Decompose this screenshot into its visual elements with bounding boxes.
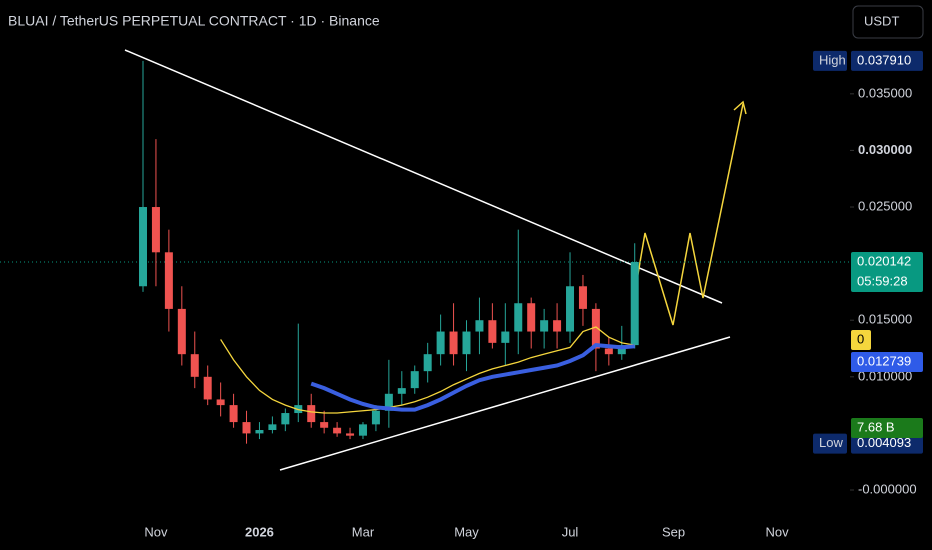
candle-body <box>566 286 575 332</box>
candle-body <box>604 348 613 355</box>
y-tick-label: 0.030000 <box>858 142 912 157</box>
y-tick-label: 0.025000 <box>858 198 912 213</box>
candle-body <box>371 410 380 425</box>
x-tick-label: May <box>454 524 479 539</box>
price-tag-box <box>851 50 923 71</box>
price-tag-label: 0.004093 <box>857 435 911 450</box>
candle-body <box>578 286 587 309</box>
candle-body <box>410 371 419 389</box>
candle-body <box>216 399 225 406</box>
price-tag-box <box>851 433 923 454</box>
candle-body <box>229 405 238 423</box>
support-line <box>279 336 731 471</box>
tag-name-box <box>813 433 847 454</box>
candle-body <box>151 207 160 253</box>
candle-body <box>333 427 342 434</box>
candle-body <box>346 433 355 436</box>
candle-body <box>449 331 458 355</box>
candle-body <box>630 262 639 346</box>
currency-button[interactable] <box>852 5 924 39</box>
price-tag-box <box>851 352 923 372</box>
tag-name-box <box>813 50 847 71</box>
currency-label[interactable]: USDT <box>864 13 899 28</box>
price-tag-label: 0.012739 <box>857 353 911 368</box>
projection-arrow <box>733 100 747 115</box>
y-tick-label: 0.015000 <box>858 312 912 327</box>
tag-name: High <box>819 52 846 67</box>
price-tag-box <box>851 418 923 438</box>
candle-body <box>384 393 393 411</box>
x-tick-label: 2026 <box>245 524 274 539</box>
candle-body <box>540 320 549 332</box>
candle-body <box>617 345 626 355</box>
y-tick-label: 0.010000 <box>858 368 912 383</box>
candle-body <box>591 308 600 349</box>
x-tick-label: Jul <box>562 524 579 539</box>
candle-body <box>320 422 329 428</box>
candle-body <box>514 303 523 332</box>
tag-name: Low <box>819 435 843 450</box>
candle-body <box>307 405 316 423</box>
price-tag-label: 0 <box>857 331 864 346</box>
candle-body <box>488 320 497 343</box>
candle-body <box>527 303 536 332</box>
resistance-line <box>124 49 723 304</box>
candle-body <box>281 413 290 425</box>
candle-body <box>358 424 367 436</box>
y-tick-label: 0.035000 <box>858 85 912 100</box>
candle-body <box>553 320 562 332</box>
candle-body <box>475 320 484 332</box>
candle-body <box>462 331 471 355</box>
x-tick-label: Sep <box>662 524 685 539</box>
candle-body <box>501 331 510 343</box>
moving-average <box>220 326 635 414</box>
candle-body <box>242 422 251 434</box>
y-tick-label: -0.000000 <box>858 481 917 496</box>
price-tag-label: 7.68 B <box>857 419 895 434</box>
countdown: 05:59:28 <box>857 273 908 288</box>
x-tick-label: Nov <box>144 524 168 539</box>
price-tag-box <box>851 330 871 350</box>
candle-body <box>436 331 445 355</box>
candle-body <box>177 308 186 355</box>
candle-body <box>268 424 277 431</box>
price-tag-box <box>851 252 923 293</box>
candle-body <box>255 430 264 434</box>
price-tag-label: 0.037910 <box>857 52 911 67</box>
price-tag-label: 0.020142 <box>857 253 911 268</box>
candle-body <box>423 354 432 372</box>
candle-body <box>190 354 199 377</box>
x-tick-label: Mar <box>352 524 375 539</box>
candle-body <box>203 376 212 400</box>
projection-path <box>636 103 744 326</box>
chart-title: BLUAI / TetherUS PERPETUAL CONTRACT · 1D… <box>8 13 380 29</box>
candle-body <box>139 207 147 287</box>
candle-body <box>164 252 173 309</box>
moving-average <box>310 343 635 412</box>
x-tick-label: Nov <box>765 524 789 539</box>
candle-body <box>397 388 406 394</box>
